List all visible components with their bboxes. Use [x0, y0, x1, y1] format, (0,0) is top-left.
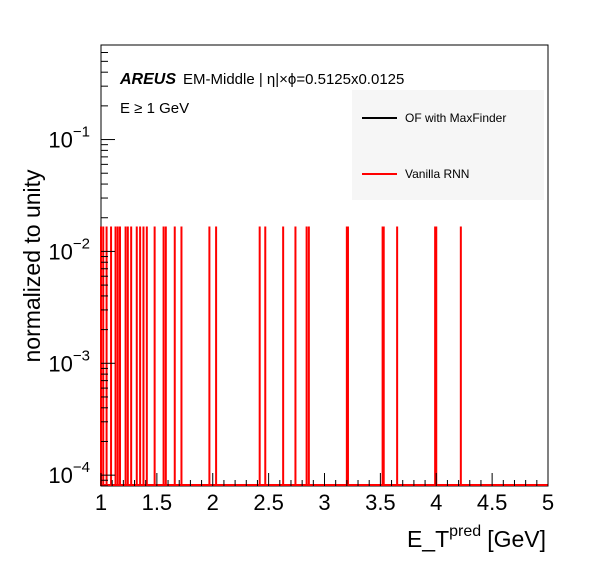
- region-label: EM-Middle | η|×ϕ=0.5125x0.0125: [183, 71, 404, 88]
- x-axis-title-unit: [GeV]: [487, 526, 546, 552]
- x-axis-title: E_Tpred [GeV]: [407, 523, 546, 552]
- x-axis: 1 1.5 2 2.5 3 3.5 4 4.5 5: [95, 473, 554, 515]
- x-tick-label: 2.5: [253, 490, 284, 515]
- legend-box: [352, 90, 544, 200]
- y-tick-label: 10−4: [48, 459, 90, 488]
- x-tick-label: 4: [430, 490, 442, 515]
- x-tick-label: 4.5: [477, 490, 508, 515]
- x-tick-label: 5: [542, 490, 554, 515]
- y-tick-label: 10−3: [48, 347, 90, 376]
- y-axis-title: normalized to unity: [19, 169, 45, 363]
- annotation-line-1: AREUS EM-Middle | η|×ϕ=0.5125x0.0125: [119, 71, 404, 88]
- legend-label: Vanilla RNN: [405, 167, 469, 181]
- x-axis-title-sup: pred: [449, 523, 481, 540]
- experiment-label: AREUS: [119, 71, 176, 88]
- x-tick-label: 1.5: [142, 490, 173, 515]
- cut-label: E ≥ 1 GeV: [120, 100, 189, 117]
- x-tick-label: 1: [95, 490, 107, 515]
- legend-label: OF with MaxFinder: [405, 111, 506, 125]
- y-axis: 10−4 10−3 10−2 10−1: [48, 51, 115, 488]
- x-tick-label: 3.5: [365, 490, 396, 515]
- x-tick-label: 2: [207, 490, 219, 515]
- x-axis-title-base: E_T: [407, 526, 449, 552]
- series-layer: [100, 226, 548, 486]
- legend: OF with MaxFinder Vanilla RNN: [362, 111, 506, 181]
- y-tick-label: 10−1: [48, 124, 90, 153]
- x-tick-label: 3: [318, 490, 330, 515]
- y-tick-label: 10−2: [48, 235, 90, 264]
